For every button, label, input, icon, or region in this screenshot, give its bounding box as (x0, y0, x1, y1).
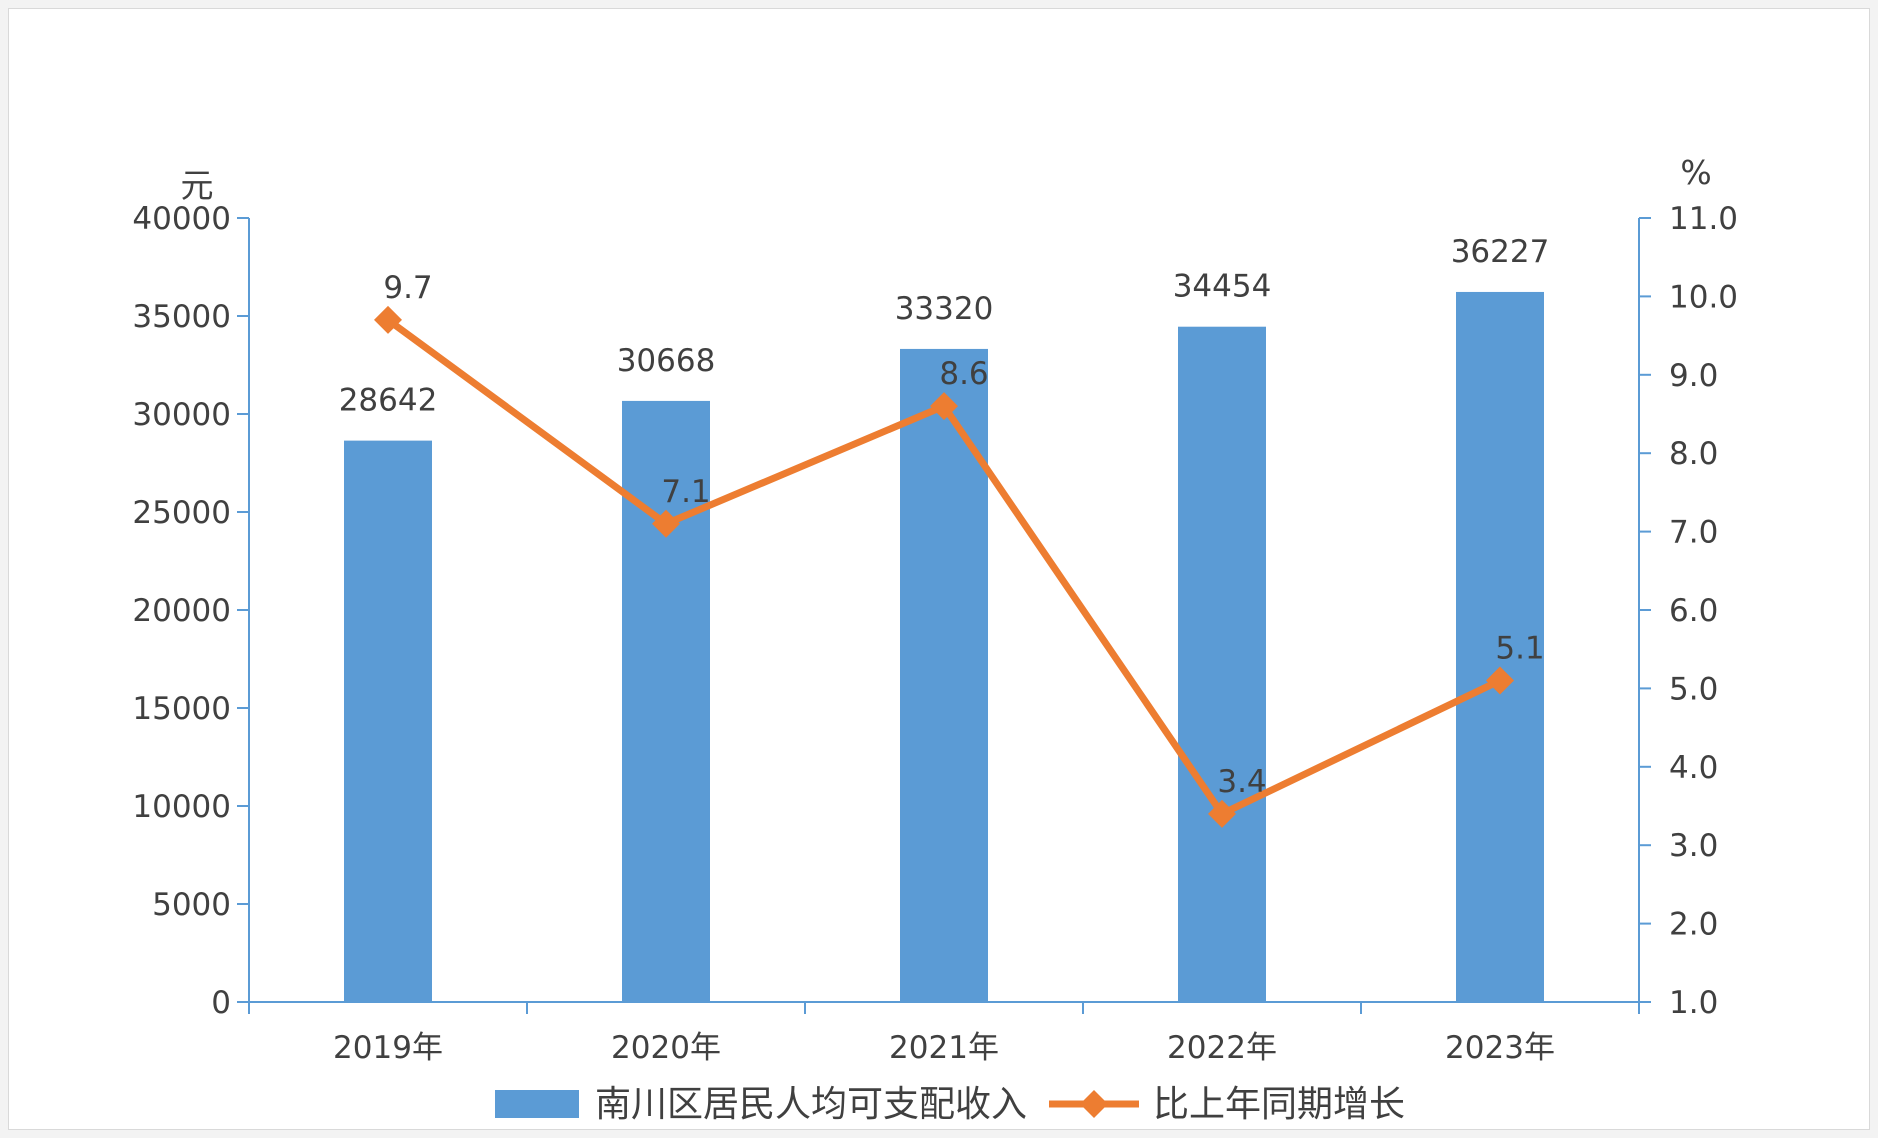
labels-group: 28642 30668 33320 34454 36227 9.7 7.1 8.6 3.4 5.1 (339, 234, 1550, 800)
bar (1456, 291, 1544, 1002)
x-axis-tick-label: 2023年 (1445, 1030, 1555, 1066)
left-axis-tick-label: 10000 (132, 789, 231, 825)
line-group (374, 305, 1514, 828)
line-data-label: 7.1 (661, 474, 710, 510)
left-axis-unit: 元 (181, 166, 214, 205)
legend: 南川区居民人均可支配收入 比上年同期增长 (495, 1084, 1405, 1125)
x-axis-tick-label: 2021年 (889, 1030, 999, 1066)
left-axis-tick-label: 0 (211, 985, 231, 1021)
bar (1178, 326, 1266, 1002)
legend-line-marker (1080, 1090, 1108, 1118)
left-axis-tick-label: 40000 (132, 201, 231, 237)
right-axis-unit: % (1680, 153, 1711, 192)
legend-bar-label: 南川区居民人均可支配收入 (595, 1084, 1027, 1125)
axes-group: 0 5000 10000 15000 20000 25000 30000 35000 40000… (132, 153, 1738, 1066)
growth-point (1208, 799, 1236, 828)
bar-data-label: 30668 (617, 343, 716, 379)
x-axis-tick-label: 2020年 (611, 1030, 721, 1066)
growth-point (374, 305, 402, 334)
bar-data-label: 36227 (1451, 234, 1550, 270)
right-axis-tick-label: 11.0 (1669, 201, 1738, 237)
right-axis-tick-label: 5.0 (1669, 671, 1718, 707)
bar-data-label: 33320 (895, 291, 994, 327)
x-axis-tick-label: 2019年 (333, 1030, 443, 1066)
legend-bar-swatch (495, 1090, 579, 1118)
bar (344, 440, 432, 1002)
line-data-label: 5.1 (1495, 631, 1544, 667)
right-axis-tick-label: 4.0 (1669, 750, 1718, 786)
bar-data-label: 34454 (1173, 269, 1272, 305)
growth-point (652, 509, 680, 538)
right-axis-tick-label: 1.0 (1669, 985, 1718, 1021)
right-axis-tick-label: 7.0 (1669, 515, 1718, 551)
right-axis-tick-label: 6.0 (1669, 593, 1718, 629)
combo-chart: 0 5000 10000 15000 20000 25000 30000 35000 40000… (132, 153, 1738, 1125)
line-data-label: 3.4 (1217, 764, 1266, 800)
line-data-label: 8.6 (939, 356, 988, 392)
right-axis-tick-label: 3.0 (1669, 828, 1718, 864)
bar-data-label: 28642 (339, 383, 438, 419)
chart-frame: 0 5000 10000 15000 20000 25000 30000 35000 40000… (8, 8, 1870, 1130)
left-axis-tick-label: 15000 (132, 691, 231, 727)
line-data-label: 9.7 (383, 270, 432, 306)
left-axis-tick-label: 20000 (132, 593, 231, 629)
right-axis-tick-label: 8.0 (1669, 436, 1718, 472)
right-axis-tick-label: 10.0 (1669, 279, 1738, 315)
left-axis-tick-label: 25000 (132, 495, 231, 531)
left-axis-tick-label: 30000 (132, 397, 231, 433)
left-axis-tick-label: 5000 (152, 887, 231, 923)
left-axis-tick-label: 35000 (132, 299, 231, 335)
bar (900, 348, 988, 1003)
growth-point (1486, 666, 1514, 695)
x-axis-tick-label: 2022年 (1167, 1030, 1277, 1066)
legend-line-label: 比上年同期增长 (1153, 1084, 1405, 1125)
growth-point (930, 392, 958, 421)
right-axis-tick-label: 9.0 (1669, 358, 1718, 394)
right-axis-tick-label: 2.0 (1669, 907, 1718, 943)
